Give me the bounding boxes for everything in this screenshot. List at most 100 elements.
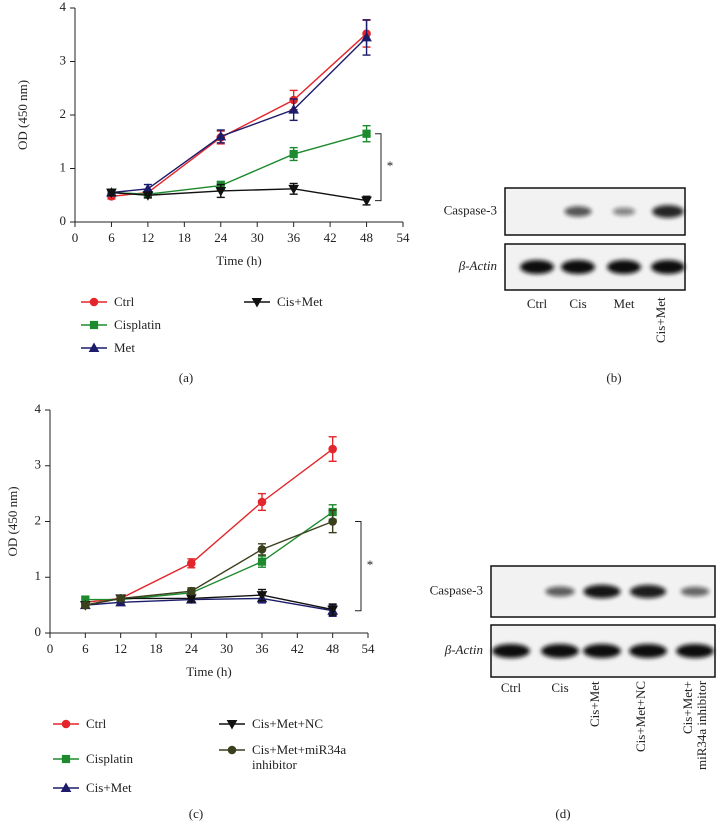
legend-item: Cisplatin [80, 317, 161, 333]
lane-label: Cis+Met+ miR34a inhibitor [680, 681, 709, 771]
legend-item: Cis+Met [243, 294, 323, 310]
legend-item: Met [80, 340, 135, 356]
panel-label: (d) [555, 806, 570, 821]
x-tick-label: 24 [214, 230, 228, 245]
lane-label: Ctrl [500, 680, 522, 695]
x-tick-label: 48 [360, 230, 373, 245]
blot-band [629, 644, 667, 658]
y-tick-label: 1 [35, 568, 42, 583]
marker [251, 298, 263, 308]
significance-bracket [375, 133, 382, 202]
x-tick-label: 12 [141, 230, 154, 245]
x-tick-label: 42 [324, 230, 337, 245]
legend-swatch [244, 298, 270, 308]
marker [187, 559, 196, 568]
legend-swatch [81, 342, 107, 352]
panel-label: (c) [189, 806, 203, 821]
x-tick-label: 12 [114, 641, 127, 656]
marker [187, 586, 196, 596]
marker [361, 196, 372, 207]
y-tick-label: 2 [35, 512, 42, 527]
legend-swatch [53, 719, 79, 729]
y-tick-label: 3 [35, 457, 42, 472]
marker [328, 444, 337, 454]
legend-label: Cis+Met+NC [252, 716, 324, 731]
marker [361, 31, 372, 42]
series-line [111, 36, 368, 194]
legend-label: Ctrl [86, 716, 107, 731]
blot-band [564, 206, 592, 217]
lane-label: Cis [569, 296, 587, 311]
legend-swatch [81, 320, 107, 330]
blot-band [561, 260, 595, 274]
lane-label: Cis [551, 680, 569, 695]
panel-label: (b) [606, 370, 621, 385]
blot-band [541, 644, 579, 658]
legend-label: Cisplatin [114, 317, 161, 332]
x-tick-label: 18 [150, 641, 163, 656]
significance-bracket [355, 521, 362, 612]
legend-item: Cis+Met+miR34a inhibitor [218, 742, 372, 772]
legend-label: Cis+Met [277, 294, 323, 309]
marker [327, 605, 339, 616]
marker [215, 186, 227, 197]
legend-label: Cis+Met+miR34a inhibitor [252, 742, 347, 772]
legend-item: Cisplatin [52, 751, 133, 767]
y-tick-label: 2 [60, 106, 67, 121]
series-line [111, 33, 368, 198]
lane-label: Met [613, 296, 635, 311]
marker [61, 754, 71, 764]
blot-band [545, 586, 575, 597]
legend-swatch [53, 754, 79, 764]
marker [288, 104, 300, 114]
x-tick-label: 48 [326, 641, 339, 656]
x-tick-label: 6 [82, 641, 89, 656]
x-axis-label: Time (h) [216, 253, 261, 268]
legend-swatch [219, 720, 245, 730]
marker [89, 297, 99, 307]
marker [61, 719, 71, 729]
blot-band [607, 260, 641, 274]
series-line [85, 511, 334, 601]
x-axis-label: Time (h) [186, 664, 231, 679]
x-tick-label: 36 [287, 230, 301, 245]
y-tick-label: 0 [60, 213, 67, 228]
x-tick-label: 54 [362, 641, 376, 656]
blot-band [652, 205, 684, 218]
legend-swatch [53, 782, 79, 792]
y-tick-label: 3 [60, 52, 67, 67]
panel-label: (a) [179, 370, 193, 385]
lane-label: Cis+Met [587, 681, 602, 727]
y-axis-label: OD (450 nm) [15, 80, 30, 150]
marker [328, 517, 337, 526]
marker [226, 720, 238, 730]
blot-row-label: β-Actin [458, 258, 497, 273]
marker [106, 188, 117, 199]
lane-label: Cis+Met [653, 297, 668, 343]
marker [142, 183, 154, 193]
blot-band [680, 586, 710, 597]
blot-band [520, 260, 554, 274]
y-tick-label: 4 [60, 0, 67, 14]
marker [88, 342, 100, 352]
legend-item: Ctrl [52, 716, 106, 732]
x-tick-label: 30 [220, 641, 233, 656]
blot-row-label: Caspase-3 [444, 202, 497, 217]
legend-swatch [81, 297, 107, 307]
marker [256, 591, 268, 601]
marker [81, 600, 90, 610]
blot-band [492, 644, 530, 658]
lane-label: Ctrl [526, 296, 548, 311]
legend-item: Ctrl [80, 294, 134, 310]
blot-band [583, 644, 621, 658]
x-tick-label: 6 [108, 230, 115, 245]
legend-swatch [219, 745, 245, 755]
marker [257, 545, 267, 554]
y-tick-label: 0 [35, 624, 42, 639]
legend-label: Cis+Met [86, 780, 132, 795]
y-tick-label: 4 [35, 401, 42, 416]
marker [362, 129, 371, 138]
marker [227, 745, 237, 755]
blot-band [676, 644, 714, 658]
